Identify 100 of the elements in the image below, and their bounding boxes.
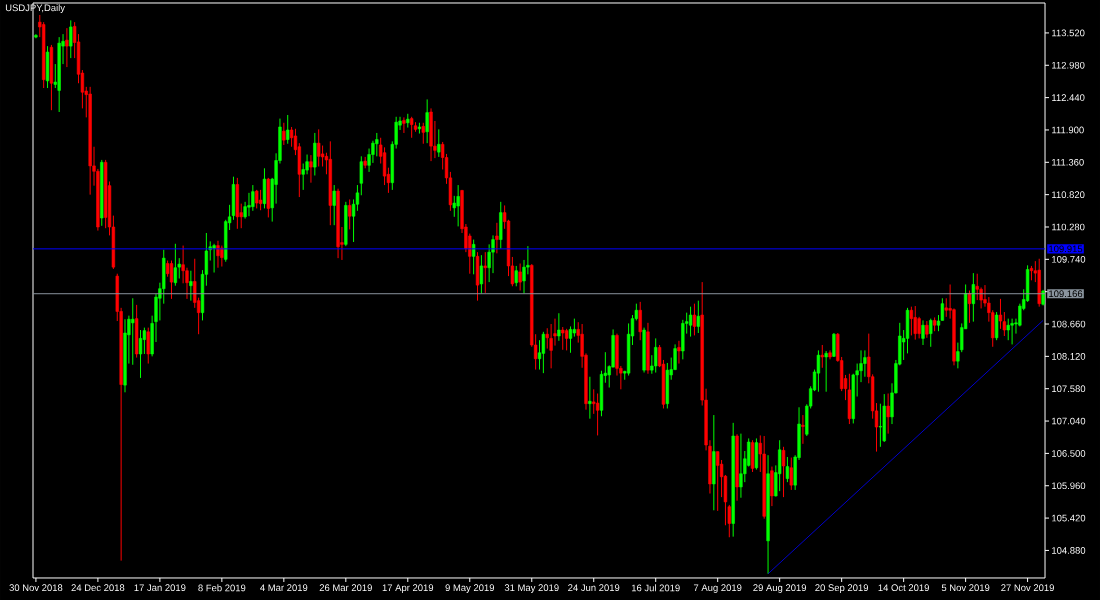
candlestick <box>921 319 925 346</box>
candlestick <box>716 451 720 512</box>
candlestick <box>456 184 460 227</box>
x-tick-label: 17 Apr 2019 <box>382 584 434 593</box>
candlestick <box>832 332 836 358</box>
candlestick <box>313 132 317 176</box>
candlestick <box>286 114 290 145</box>
candlestick <box>913 305 917 341</box>
y-tick-label: 107.580 <box>1052 385 1086 393</box>
candlestick <box>739 433 743 499</box>
candlestick <box>549 323 553 369</box>
candlestick <box>348 198 352 230</box>
y-tick-label: 113.520 <box>1052 29 1085 37</box>
candlestick <box>781 446 786 498</box>
y-tick-label: 105.960 <box>1052 482 1086 490</box>
candlestick <box>189 270 193 302</box>
y-tick-label: 111.900 <box>1052 126 1084 134</box>
y-tick-label: 112.980 <box>1052 61 1085 69</box>
candlestick <box>138 329 143 379</box>
x-tick-label: 9 May 2019 <box>445 584 495 593</box>
x-tick-label: 7 Aug 2019 <box>693 584 742 593</box>
candlestick <box>785 456 790 483</box>
candlestick <box>801 414 805 445</box>
candlestick <box>1010 318 1014 345</box>
candlestick <box>471 239 476 275</box>
candlestick <box>541 331 546 374</box>
y-tick-label: 106.500 <box>1052 450 1086 457</box>
x-tick-label: 31 May 2019 <box>504 584 559 593</box>
y-tick-label: 111.360 <box>1052 158 1084 166</box>
candlestick <box>421 122 425 145</box>
candlestick <box>588 376 592 420</box>
candlestick <box>173 243 178 287</box>
x-tick-label: 5 Nov 2019 <box>941 584 990 592</box>
candlestick <box>131 297 135 366</box>
y-tick-label: 108.120 <box>1052 353 1086 360</box>
candlestick <box>309 154 313 184</box>
candlestick <box>967 289 972 324</box>
candlestick <box>595 393 600 436</box>
candlestick <box>789 457 793 491</box>
chart-title: USDJPY,Daily <box>5 4 65 14</box>
candlestick <box>282 122 286 146</box>
candlestick <box>1006 318 1010 341</box>
candlestick <box>692 303 697 336</box>
x-tick-label: 24 Jun 2019 <box>568 584 620 592</box>
candlestick <box>564 328 569 351</box>
candlestick <box>886 393 890 435</box>
candlestick <box>863 349 867 378</box>
candlestick <box>561 326 565 351</box>
x-tick-label: 26 Mar 2019 <box>319 584 372 592</box>
candlestick <box>929 318 933 348</box>
candlestick <box>971 272 976 323</box>
candlestick <box>332 184 336 226</box>
y-tick-label: 107.040 <box>1052 417 1086 425</box>
x-tick-label: 4 Mar 2019 <box>260 584 308 592</box>
candlestick <box>65 27 69 68</box>
x-tick-label: 30 Nov 2018 <box>9 584 63 592</box>
candlestick <box>557 312 561 342</box>
candlestick <box>654 337 658 374</box>
x-tick-label: 17 Jan 2019 <box>134 584 186 592</box>
y-tick-label: 108.660 <box>1052 320 1086 328</box>
candlestick <box>688 306 693 338</box>
candlestick <box>69 19 73 59</box>
candlestick <box>216 240 220 269</box>
candlestick <box>212 243 216 274</box>
candlestick <box>878 403 883 448</box>
candlestick <box>146 327 150 365</box>
y-tick-label: 110.820 <box>1052 191 1085 199</box>
x-tick-label: 27 Nov 2019 <box>1001 584 1054 592</box>
candlestick <box>638 301 642 341</box>
candlestick <box>820 344 824 369</box>
x-tick-label: 16 Jul 2019 <box>631 584 680 592</box>
candlestick <box>994 311 999 341</box>
candlestick <box>917 316 921 339</box>
candlestick <box>824 350 828 393</box>
candlestick <box>909 306 914 336</box>
y-tick-label: 104.880 <box>1052 547 1086 554</box>
x-tick-label: 8 Feb 2019 <box>198 584 246 592</box>
y-tick-label: 112.440 <box>1052 94 1085 101</box>
candlestick <box>479 254 484 294</box>
x-tick-label: 20 Sep 2019 <box>815 584 869 593</box>
x-tick-label: 24 Dec 2018 <box>71 584 125 592</box>
ref-line-label: 109.166 <box>1049 290 1083 298</box>
candlestick <box>696 300 700 334</box>
candlestick <box>495 222 499 254</box>
candlestick <box>568 325 573 354</box>
y-tick-label: 110.280 <box>1052 223 1085 231</box>
y-tick-label: 109.740 <box>1052 255 1086 263</box>
candlestick <box>251 184 255 212</box>
candlestick <box>514 265 518 287</box>
x-tick-label: 14 Oct 2019 <box>878 584 929 592</box>
candlestick <box>359 155 363 196</box>
candlestick <box>317 128 321 168</box>
x-tick-label: 29 Aug 2019 <box>753 584 807 593</box>
candlestick <box>410 116 414 139</box>
ref-line-label: 109.915 <box>1049 245 1083 253</box>
candlestick <box>402 116 406 134</box>
candlestick <box>518 263 522 291</box>
candlestick <box>452 195 456 218</box>
candlestick <box>437 128 441 158</box>
y-tick-label: 105.420 <box>1052 514 1086 522</box>
